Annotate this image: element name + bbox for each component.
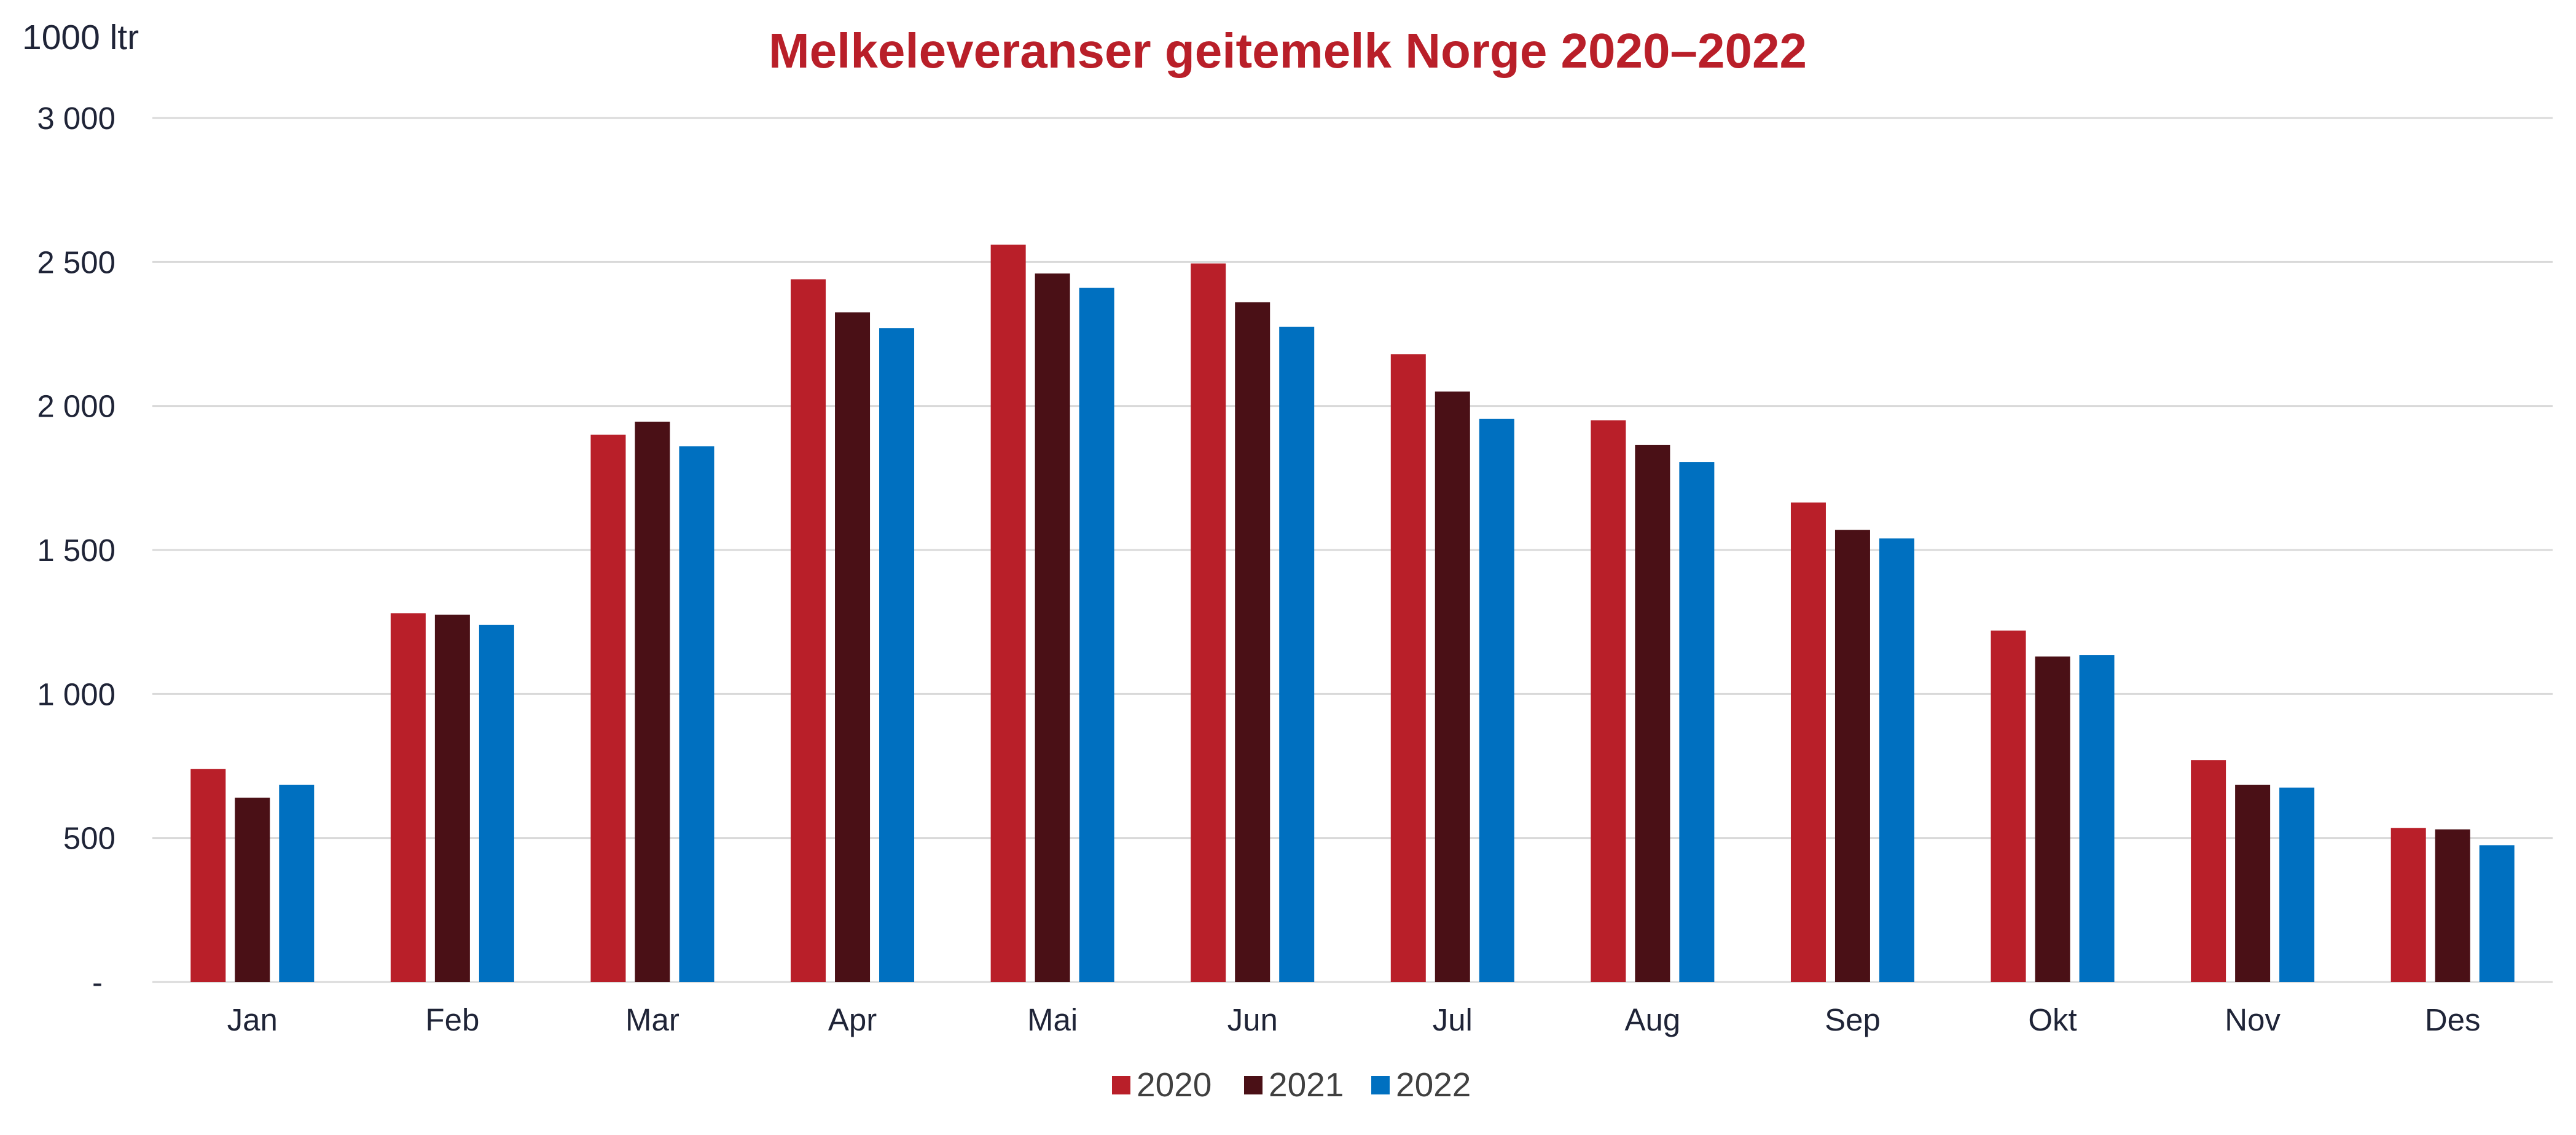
bar-2021-apr bbox=[835, 312, 871, 983]
gridlines bbox=[152, 117, 2553, 983]
bar-2022-nov bbox=[2279, 787, 2315, 982]
x-tick-label: Sep bbox=[1825, 1002, 1881, 1037]
bar-2022-jul bbox=[1479, 418, 1514, 982]
bar-2022-apr bbox=[879, 328, 915, 982]
y-tick-label: - bbox=[92, 965, 103, 1000]
x-tick-label: Apr bbox=[828, 1002, 877, 1037]
bar-2021-jul bbox=[1435, 391, 1470, 982]
bar-2020-mai bbox=[990, 245, 1026, 982]
bar-2020-feb bbox=[390, 613, 426, 982]
bar-2022-feb bbox=[479, 624, 514, 982]
x-tick-label: Aug bbox=[1625, 1002, 1681, 1037]
bar-2022-mai bbox=[1079, 288, 1114, 983]
chart-title: Melkeleveranser geitemelk Norge 2020–202… bbox=[769, 23, 1807, 78]
bar-2020-mar bbox=[590, 434, 626, 982]
x-tick-label: Okt bbox=[2028, 1002, 2077, 1037]
bar-2022-okt bbox=[2079, 655, 2115, 982]
bar-2020-nov bbox=[2191, 760, 2226, 982]
bar-2020-jul bbox=[1390, 354, 1426, 982]
x-tick-label: Jun bbox=[1227, 1002, 1278, 1037]
bar-2020-des bbox=[2390, 828, 2426, 982]
bars bbox=[190, 245, 2515, 983]
bar-2021-mar bbox=[635, 422, 670, 982]
bar-2020-jun bbox=[1191, 263, 1226, 983]
legend-label-2020: 2020 bbox=[1137, 1066, 1212, 1104]
bar-2020-aug bbox=[1591, 420, 1626, 982]
legend: 2020 2021 2022 bbox=[1112, 1066, 1471, 1104]
bar-2020-jan bbox=[190, 769, 226, 982]
legend-label-2022: 2022 bbox=[1396, 1066, 1471, 1104]
x-tick-label: Feb bbox=[425, 1002, 479, 1037]
legend-swatch-2022 bbox=[1371, 1076, 1390, 1094]
y-tick-label: 1 500 bbox=[37, 533, 115, 568]
bar-2022-jun bbox=[1279, 326, 1315, 982]
legend-label-2021: 2021 bbox=[1269, 1066, 1344, 1104]
bar-2021-sep bbox=[1834, 530, 1870, 982]
x-tick-label: Jan bbox=[227, 1002, 278, 1037]
bar-2021-jan bbox=[235, 798, 270, 982]
bar-2020-okt bbox=[1991, 630, 2026, 982]
x-tick-label: Mai bbox=[1027, 1002, 1078, 1037]
bar-2021-feb bbox=[434, 615, 470, 982]
bar-2021-okt bbox=[2035, 656, 2070, 982]
bar-2020-apr bbox=[791, 279, 826, 982]
bar-2021-mai bbox=[1035, 273, 1070, 983]
legend-swatch-2021 bbox=[1244, 1076, 1263, 1094]
bar-2022-mar bbox=[679, 446, 714, 982]
y-tick-label: 500 bbox=[63, 821, 115, 856]
bar-2021-aug bbox=[1635, 444, 1670, 982]
bar-2022-jan bbox=[279, 784, 315, 982]
x-tick-label: Nov bbox=[2225, 1002, 2280, 1037]
y-tick-label: 2 000 bbox=[37, 389, 115, 424]
x-tick-label: Des bbox=[2425, 1002, 2481, 1037]
x-tick-label: Mar bbox=[625, 1002, 679, 1037]
axes: - 500 1 000 1 500 2 000 2 500 3 000 Jan Feb Mar Ap… bbox=[37, 101, 2480, 1037]
y-tick-label: 3 000 bbox=[37, 101, 115, 136]
x-tick-label: Jul bbox=[1433, 1002, 1473, 1037]
y-tick-label: 2 500 bbox=[37, 245, 115, 280]
bar-2021-jun bbox=[1235, 302, 1270, 982]
bar-2021-des bbox=[2435, 829, 2470, 982]
bar-2020-sep bbox=[1790, 502, 1826, 982]
bar-2022-aug bbox=[1679, 462, 1715, 982]
legend-swatch-2020 bbox=[1112, 1076, 1130, 1094]
bar-2022-des bbox=[2479, 845, 2515, 982]
bar-2021-nov bbox=[2235, 784, 2271, 982]
y-tick-label: 1 000 bbox=[37, 677, 115, 712]
y-axis-unit-label: 1000 ltr bbox=[22, 18, 139, 57]
bar-2022-sep bbox=[1879, 538, 1914, 982]
